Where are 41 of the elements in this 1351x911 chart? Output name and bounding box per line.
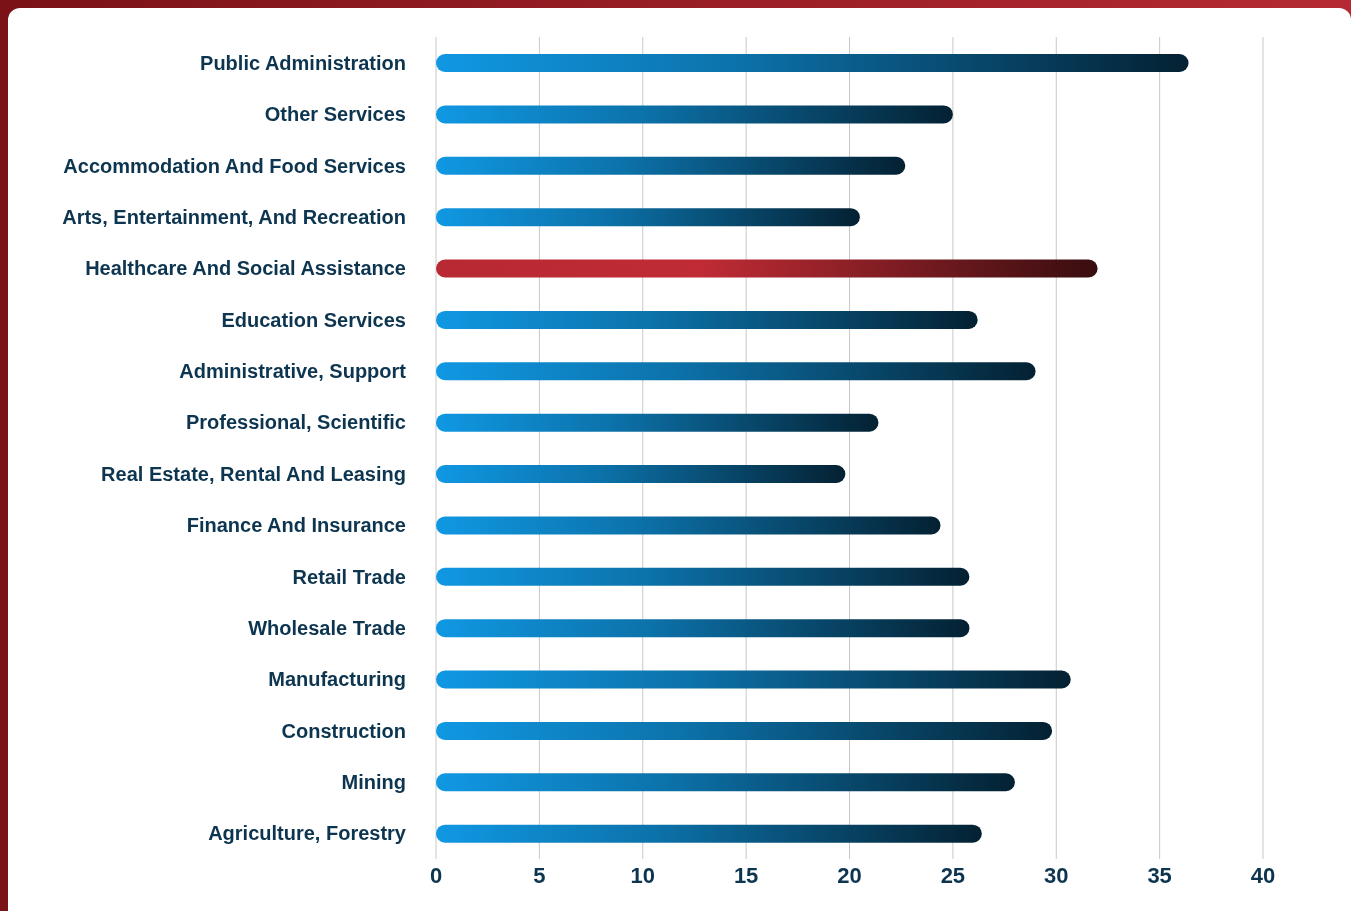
- x-tick-label: 20: [837, 862, 862, 888]
- bar: [436, 259, 1098, 278]
- y-tick-label: Mining: [341, 771, 406, 794]
- y-tick-label: Finance And Insurance: [186, 514, 406, 537]
- x-tick-label: 25: [940, 862, 966, 888]
- bar: [436, 54, 1189, 72]
- y-tick-label: Construction: [281, 719, 406, 742]
- y-tick-label: Accommodation And Food Services: [63, 154, 406, 177]
- y-tick-label: Retail Trade: [292, 565, 406, 588]
- y-tick-label: Wholesale Trade: [248, 616, 406, 639]
- y-tick-label: Healthcare And Social Assistance: [85, 257, 406, 280]
- y-tick-label: Professional, Scientific: [185, 411, 406, 434]
- bar: [436, 619, 970, 638]
- bar: [436, 465, 846, 483]
- bar: [436, 413, 879, 432]
- bar: [436, 824, 982, 843]
- y-tick-label: Other Services: [264, 103, 406, 126]
- bar: [436, 721, 1053, 740]
- bar: [436, 310, 978, 329]
- bar: [436, 208, 860, 227]
- y-tick-label: Administrative, Support: [179, 360, 407, 383]
- bar: [436, 516, 941, 535]
- x-tick-label: 0: [429, 862, 443, 888]
- x-tick-label: 10: [630, 862, 655, 888]
- x-tick-label: 35: [1147, 862, 1172, 888]
- bar: [436, 773, 1015, 792]
- bar: [436, 156, 906, 175]
- y-tick-label: Manufacturing: [268, 668, 406, 691]
- bar: [436, 567, 970, 586]
- x-tick-label: 30: [1044, 862, 1069, 888]
- y-tick-label: Public Administration: [200, 51, 406, 74]
- bar: [436, 362, 1036, 381]
- bar: [436, 670, 1071, 689]
- y-tick-label: Arts, Entertainment, And Recreation: [62, 205, 406, 228]
- y-tick-label: Real Estate, Rental And Leasing: [101, 462, 406, 485]
- x-tick-label: 5: [533, 862, 546, 888]
- x-tick-label: 40: [1250, 862, 1276, 888]
- bar: [436, 105, 953, 124]
- y-tick-label: Agriculture, Forestry: [208, 822, 407, 845]
- x-tick-label: 15: [733, 862, 759, 888]
- y-tick-label: Education Services: [221, 308, 406, 331]
